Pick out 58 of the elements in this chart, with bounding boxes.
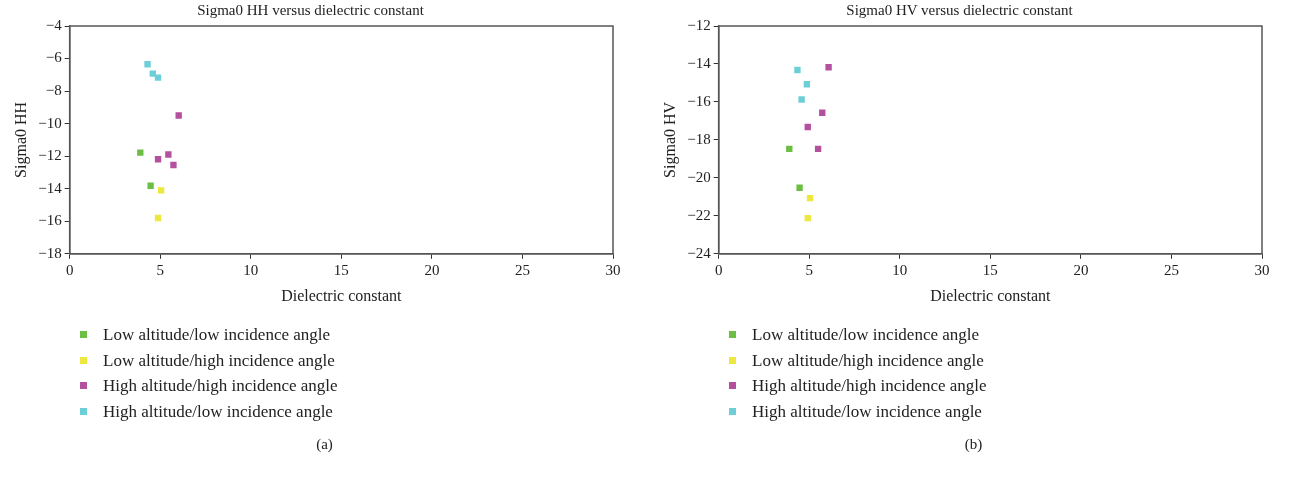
y-tick-label: −16 — [687, 92, 712, 109]
legend-label: High altitude/high incidence angle — [752, 375, 987, 397]
point — [165, 151, 172, 158]
chart-title: Sigma0 HV versus dielectric constant — [846, 1, 1074, 18]
y-tick-label: −18 — [38, 244, 62, 261]
point — [170, 161, 177, 169]
x-tick-label: 25 — [1163, 261, 1179, 278]
y-tick-label: −6 — [45, 49, 63, 66]
point — [794, 66, 801, 74]
y-tick-label: −14 — [38, 179, 63, 196]
x-tick-label: 15 — [333, 261, 349, 278]
y-tick-label: −18 — [687, 130, 711, 147]
text: (b) — [963, 436, 984, 453]
y-tick-label: −16 — [38, 212, 63, 229]
x-tick-label: 10 — [243, 261, 259, 278]
y-tick-label: −22 — [687, 206, 711, 223]
y-tick-label: −12 — [38, 147, 62, 164]
legend-label: High altitude/low incidence angle — [103, 400, 333, 423]
point — [154, 74, 162, 81]
legend-label: Low altitude/high incidence angle — [103, 349, 335, 372]
point — [147, 182, 154, 189]
legend-label: Low altitude/high incidence angle — [752, 349, 984, 372]
y-tick-label: −10 — [38, 114, 62, 131]
legend-label: Low altitude/low incidence angle — [103, 324, 331, 346]
legend-label: Low altitude/low incidence angle — [752, 324, 980, 346]
x-tick-label: 20 — [1073, 261, 1089, 278]
chart-title: Sigma0 HH versus dielectric constant — [197, 1, 425, 18]
point — [149, 70, 156, 77]
x-tick-label: 30 — [605, 261, 621, 278]
point — [157, 187, 165, 194]
x-tick-label: 0 — [714, 261, 723, 278]
x-tick-label: 30 — [1254, 261, 1270, 278]
legend-label: High altitude/low incidence angle — [752, 400, 982, 423]
text: (a) — [315, 436, 334, 453]
x-tick-label: 20 — [424, 261, 440, 278]
x-tick-label: 10 — [892, 261, 908, 278]
x-tick-label: 25 — [514, 261, 530, 278]
y-tick-label: −14 — [687, 54, 712, 71]
y-tick-label: −24 — [687, 244, 712, 261]
point — [175, 112, 182, 119]
x-axis-title: Dielectric constant — [281, 286, 403, 304]
point — [137, 149, 144, 156]
y-tick-label: −8 — [45, 82, 62, 99]
x-tick-label: 5 — [156, 261, 164, 278]
point — [825, 64, 832, 71]
y-axis-title: Sigma0 HV — [660, 101, 679, 178]
y-tick-label: −4 — [45, 16, 63, 33]
legend-label: High altitude/high incidence angle — [103, 375, 338, 397]
y-tick-label: −12 — [687, 16, 711, 33]
x-tick-label: 0 — [65, 261, 74, 278]
point — [796, 184, 803, 191]
point — [144, 61, 151, 68]
point — [798, 96, 805, 103]
x-axis-title: Dielectric constant — [930, 286, 1052, 304]
y-axis-title: Sigma0 HH — [11, 101, 30, 178]
x-tick-label: 15 — [982, 261, 998, 278]
y-tick-label: −20 — [687, 168, 711, 185]
x-tick-label: 5 — [805, 261, 813, 278]
